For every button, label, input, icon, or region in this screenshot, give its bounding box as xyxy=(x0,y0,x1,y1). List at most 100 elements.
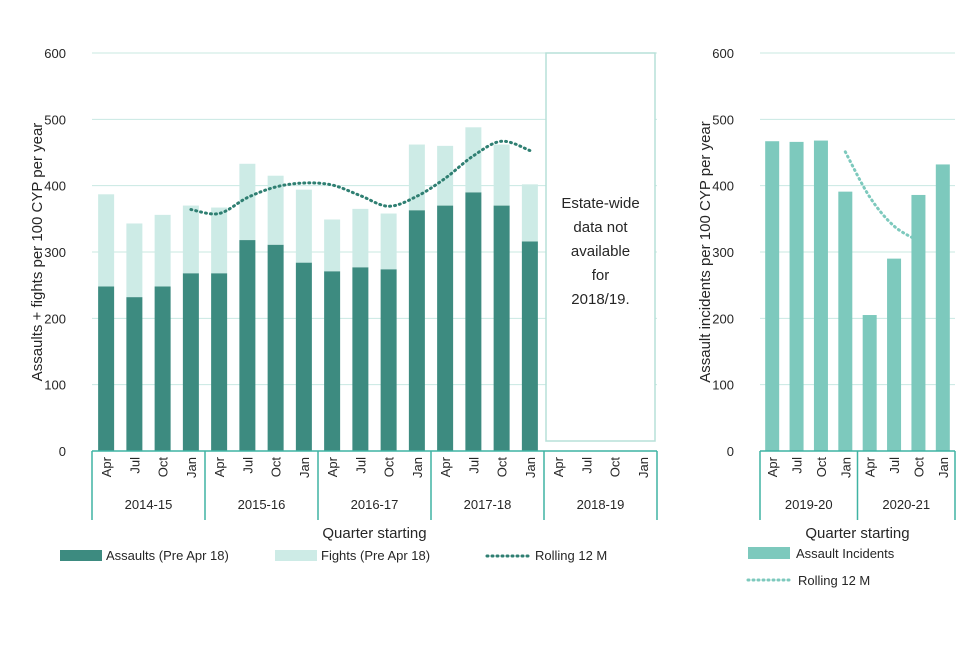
x-tick-label: Apr xyxy=(863,456,878,477)
y-tick-label: 600 xyxy=(44,46,66,61)
y-tick-label: 0 xyxy=(727,444,734,459)
y-tick-label: 400 xyxy=(44,179,66,194)
bar-assaults-pre-apr-18 xyxy=(98,286,115,451)
bar-assault-incidents xyxy=(887,258,902,451)
x-tick-label: Jan xyxy=(523,457,538,478)
bar-assaults-pre-apr-18 xyxy=(182,273,199,451)
bar-assaults-pre-apr-18 xyxy=(211,273,228,451)
y-tick-label: 500 xyxy=(44,112,66,127)
x-tick-label: Oct xyxy=(269,457,284,478)
x-tick-label: Oct xyxy=(911,457,926,478)
y-tick-label: 300 xyxy=(44,245,66,260)
x-tick-label: Jan xyxy=(410,457,425,478)
bar-assault-incidents xyxy=(813,140,828,451)
bar-assault-incidents xyxy=(765,141,780,451)
bar-fights-pre-apr-18 xyxy=(182,205,199,274)
x-tick-label: Oct xyxy=(156,457,171,478)
annotation-text: for xyxy=(592,267,610,284)
legend-swatch-fights xyxy=(275,550,317,561)
group-label: 2014-15 xyxy=(125,497,173,512)
annotation-text: 2018/19. xyxy=(571,291,629,308)
bar-fights-pre-apr-18 xyxy=(437,145,454,206)
bar-assaults-pre-apr-18 xyxy=(408,210,425,451)
x-tick-label: Oct xyxy=(608,457,623,478)
x-tick-label: Jul xyxy=(579,457,594,474)
x-tick-label: Jan xyxy=(838,457,853,478)
x-tick-label: Jan xyxy=(184,457,199,478)
bar-fights-pre-apr-18 xyxy=(493,144,510,206)
bar-fights-pre-apr-18 xyxy=(380,213,397,270)
bar-fights-pre-apr-18 xyxy=(154,214,171,287)
bar-assaults-pre-apr-18 xyxy=(380,269,397,451)
bar-fights-pre-apr-18 xyxy=(521,184,538,242)
bar-assaults-pre-apr-18 xyxy=(295,262,312,451)
x-tick-label: Jul xyxy=(466,457,481,474)
legend-label: Rolling 12 M xyxy=(798,573,870,588)
x-tick-label: Oct xyxy=(495,457,510,478)
x-axis-title: Quarter starting xyxy=(322,525,426,542)
y-tick-label: 600 xyxy=(712,46,734,61)
rolling-12m-line xyxy=(843,150,920,243)
bar-fights-pre-apr-18 xyxy=(408,144,425,211)
rolling-12m-line xyxy=(189,139,532,216)
bar-fights-pre-apr-18 xyxy=(295,189,312,263)
x-axis-title: Quarter starting xyxy=(805,525,909,542)
bar-assault-incidents xyxy=(789,141,804,452)
bar-fights-pre-apr-18 xyxy=(239,163,256,241)
bar-fights-pre-apr-18 xyxy=(465,127,482,193)
y-tick-label: 0 xyxy=(59,444,66,459)
y-tick-label: 400 xyxy=(712,179,734,194)
y-tick-label: 100 xyxy=(44,378,66,393)
y-axis-title: Assault incidents per 100 CYP per year xyxy=(697,121,714,383)
legend-swatch-assaults xyxy=(60,550,102,561)
y-tick-label: 300 xyxy=(712,245,734,260)
bar-assaults-pre-apr-18 xyxy=(324,271,341,451)
bar-assault-incidents xyxy=(935,164,950,451)
x-tick-label: Oct xyxy=(814,457,829,478)
bar-fights-pre-apr-18 xyxy=(98,194,115,287)
x-tick-label: Jul xyxy=(790,457,805,474)
group-label: 2019-20 xyxy=(785,497,833,512)
group-label: 2020-21 xyxy=(882,497,930,512)
legend-label: Fights (Pre Apr 18) xyxy=(321,548,430,563)
x-tick-label: Jan xyxy=(636,457,651,478)
legend-label: Assault Incidents xyxy=(796,546,895,561)
x-tick-label: Jul xyxy=(353,457,368,474)
bar-fights-pre-apr-18 xyxy=(211,207,228,274)
bar-fights-pre-apr-18 xyxy=(324,219,341,272)
bar-fights-pre-apr-18 xyxy=(126,223,143,298)
bar-assault-incidents xyxy=(838,191,853,452)
bar-assault-incidents xyxy=(862,315,877,451)
bar-assaults-pre-apr-18 xyxy=(126,297,143,451)
bar-assault-incidents xyxy=(911,194,926,451)
legend-swatch-assault-incidents xyxy=(748,547,790,559)
bar-assaults-pre-apr-18 xyxy=(154,286,171,451)
y-tick-label: 200 xyxy=(712,311,734,326)
x-tick-label: Apr xyxy=(212,456,227,477)
bar-assaults-pre-apr-18 xyxy=(437,205,454,451)
x-tick-label: Apr xyxy=(765,456,780,477)
x-tick-label: Jan xyxy=(297,457,312,478)
x-tick-label: Oct xyxy=(382,457,397,478)
bar-fights-pre-apr-18 xyxy=(352,208,369,268)
annotation-box xyxy=(545,52,656,442)
y-tick-label: 100 xyxy=(712,378,734,393)
x-tick-label: Jul xyxy=(127,457,142,474)
x-tick-label: Jul xyxy=(887,457,902,474)
bar-assaults-pre-apr-18 xyxy=(493,205,510,451)
group-label: 2015-16 xyxy=(238,497,286,512)
bar-assaults-pre-apr-18 xyxy=(465,192,482,452)
bar-assaults-pre-apr-18 xyxy=(521,241,538,451)
group-label: 2017-18 xyxy=(464,497,512,512)
annotation-text: data not xyxy=(573,219,628,236)
x-tick-label: Jan xyxy=(936,457,951,478)
bar-fights-pre-apr-18 xyxy=(267,175,284,245)
group-label: 2018-19 xyxy=(577,497,625,512)
bar-assaults-pre-apr-18 xyxy=(239,240,256,451)
x-tick-label: Apr xyxy=(325,456,340,477)
y-tick-label: 500 xyxy=(712,112,734,127)
x-tick-label: Apr xyxy=(99,456,114,477)
legend-label: Rolling 12 M xyxy=(535,548,607,563)
